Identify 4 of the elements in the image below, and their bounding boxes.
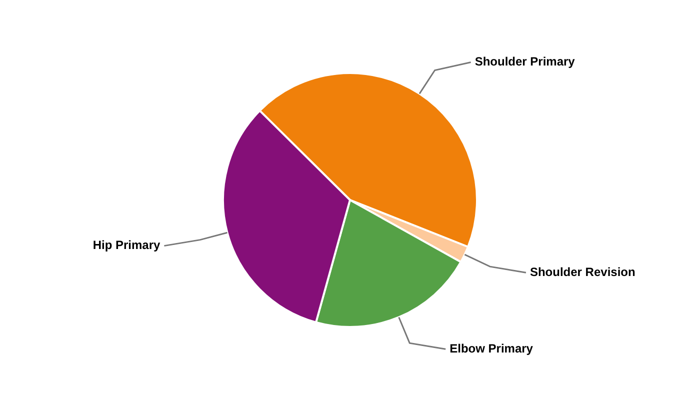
slice-label: Shoulder Revision [530,264,636,279]
slice-label: Elbow Primary [450,341,534,356]
slice-label: Hip Primary [92,238,161,252]
slice-label: Shoulder Primary [474,54,576,69]
